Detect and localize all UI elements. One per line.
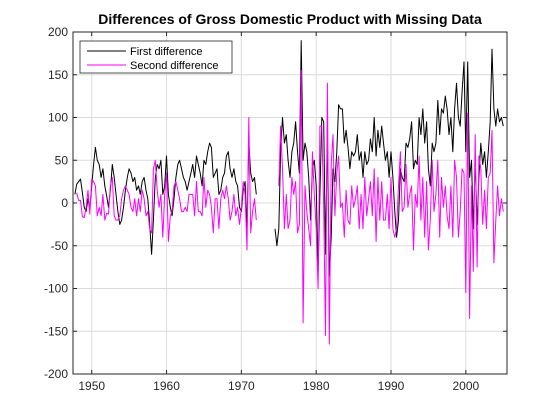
y-tick-label: 100	[48, 111, 68, 125]
chart-title: Differences of Gross Domestic Product wi…	[98, 11, 482, 27]
x-tick-label: 2000	[452, 379, 479, 393]
legend-label-first-difference: First difference	[130, 46, 203, 58]
legend-label-second-difference: Second difference	[130, 60, 218, 72]
y-tick-label: 0	[61, 196, 68, 210]
x-tick-label: 1990	[378, 379, 405, 393]
series-group	[74, 40, 504, 345]
y-tick-label: -150	[44, 324, 68, 338]
y-tick-label: 150	[48, 68, 68, 82]
series-line-second-difference	[76, 70, 504, 345]
y-tick-label: -200	[44, 367, 68, 381]
legend-box	[79, 40, 233, 74]
legend: First difference Second difference	[79, 40, 233, 74]
y-tick-label: 50	[55, 153, 69, 167]
x-tick-label: 1960	[153, 379, 180, 393]
y-tick-label: -50	[51, 239, 69, 253]
x-tick-label: 1950	[78, 379, 105, 393]
y-tick-label: 200	[48, 25, 68, 39]
x-tick-label: 1970	[228, 379, 255, 393]
tick-group: 1950 1960 1970 1980 1990 2000 -200 -150 -100 -50 0…	[44, 25, 507, 393]
y-tick-label: -100	[44, 282, 68, 296]
x-tick-label: 1980	[303, 379, 330, 393]
